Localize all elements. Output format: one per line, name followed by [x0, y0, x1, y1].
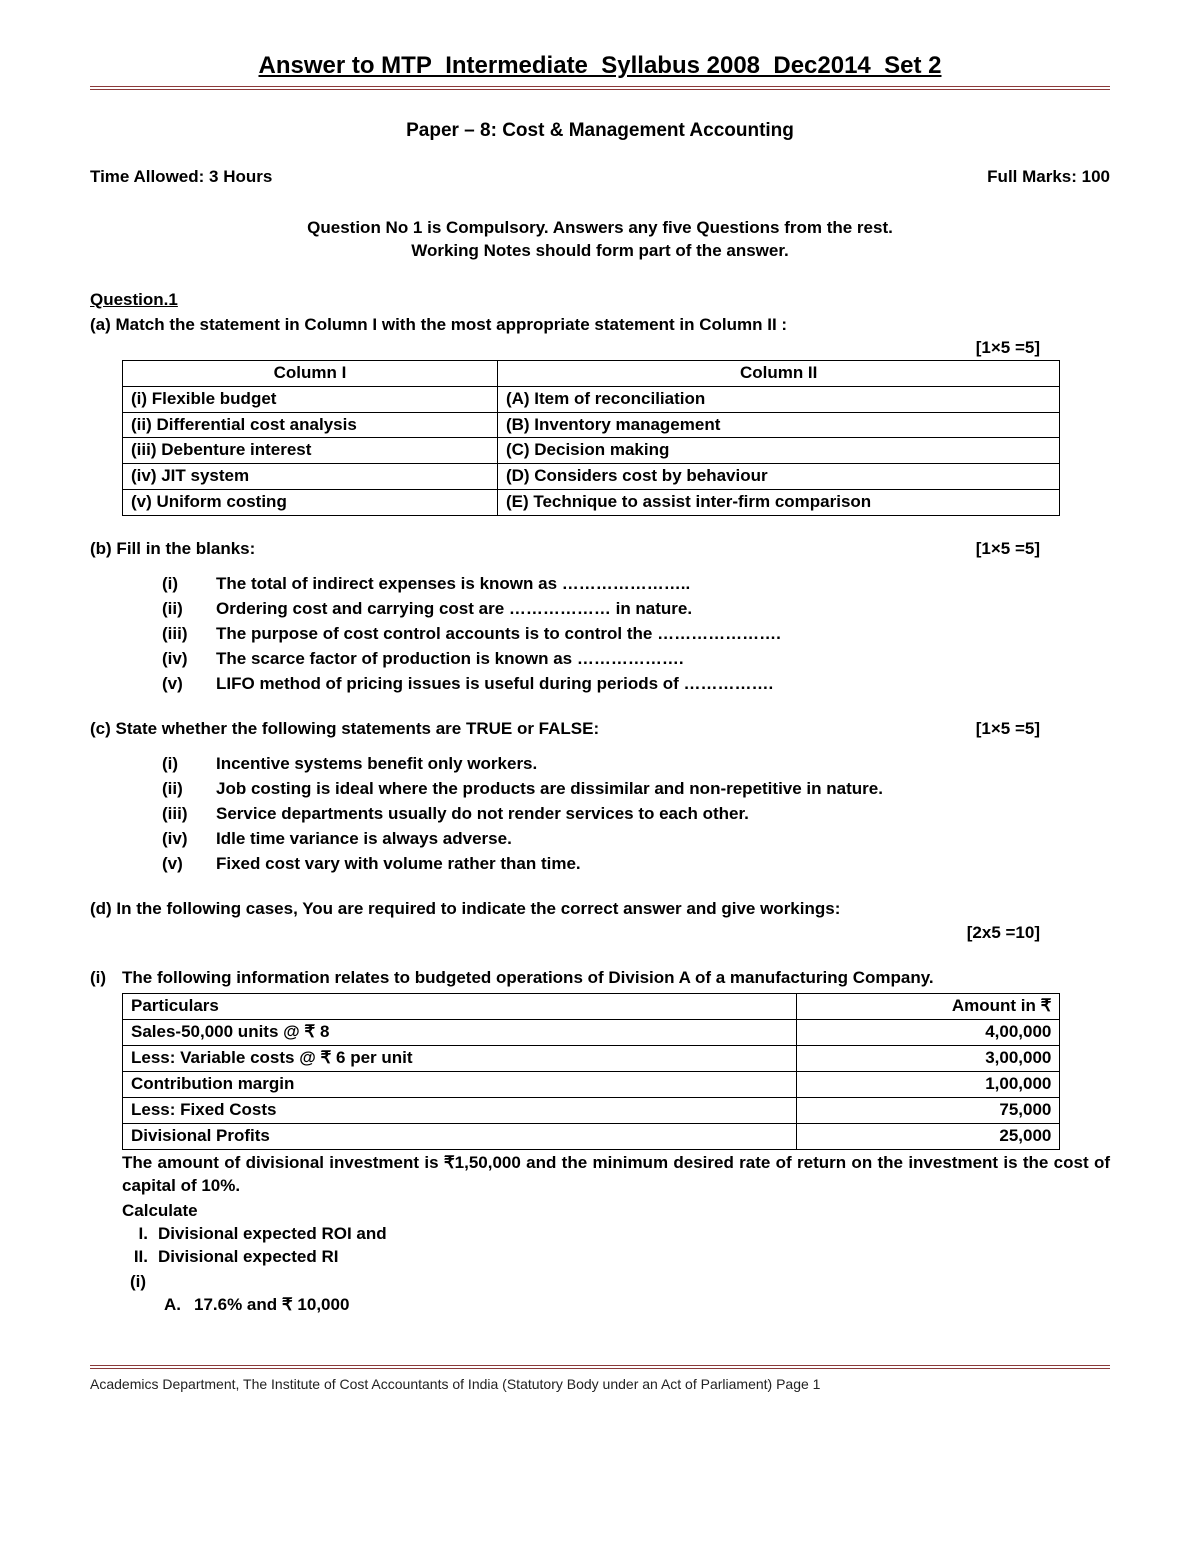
match-row: (iv) JIT system: [123, 464, 498, 490]
calc-num: I.: [122, 1223, 158, 1246]
fill-text: LIFO method of pricing issues is useful …: [216, 673, 773, 696]
tf-num: (iii): [162, 803, 216, 826]
part-b-text: (b) Fill in the blanks:: [90, 538, 255, 561]
fill-blanks-list: (i)The total of indirect expenses is kno…: [162, 573, 1110, 696]
fill-text: The scarce factor of production is known…: [216, 648, 684, 671]
page-header-title: Answer to MTP_Intermediate_Syllabus 2008…: [90, 50, 1110, 82]
page-footer: Academics Department, The Institute of C…: [90, 1375, 1110, 1394]
fin-cell: 3,00,000: [797, 1046, 1060, 1072]
tf-num: (ii): [162, 778, 216, 801]
tf-text: Service departments usually do not rende…: [216, 803, 749, 826]
match-row: (iii) Debenture interest: [123, 438, 498, 464]
time-allowed: Time Allowed: 3 Hours: [90, 166, 272, 189]
match-header-col1: Column I: [123, 360, 498, 386]
instruction-line-2: Working Notes should form part of the an…: [90, 240, 1110, 263]
fill-num: (iii): [162, 623, 216, 646]
match-row: (v) Uniform costing: [123, 490, 498, 516]
match-header-col2: Column II: [497, 360, 1059, 386]
fin-cell: 4,00,000: [797, 1020, 1060, 1046]
calculate-list: I.Divisional expected ROI and II.Divisio…: [122, 1223, 1110, 1269]
fin-cell: 75,000: [797, 1098, 1060, 1124]
tf-text: Idle time variance is always adverse.: [216, 828, 512, 851]
full-marks: Full Marks: 100: [987, 166, 1110, 189]
match-table: Column I Column II (i) Flexible budget(A…: [122, 360, 1060, 517]
fin-cell: Sales-50,000 units @ ₹ 8: [123, 1020, 797, 1046]
d-i-label: (i): [90, 967, 122, 990]
investment-note: The amount of divisional investment is ₹…: [122, 1152, 1110, 1198]
fill-num: (ii): [162, 598, 216, 621]
part-a-marks: [1×5 =5]: [90, 337, 1110, 360]
fill-text: The purpose of cost control accounts is …: [216, 623, 781, 646]
part-d-text: (d) In the following cases, You are requ…: [90, 898, 1110, 921]
match-row: (ii) Differential cost analysis: [123, 412, 498, 438]
match-row: (B) Inventory management: [497, 412, 1059, 438]
time-marks-row: Time Allowed: 3 Hours Full Marks: 100: [90, 166, 1110, 189]
true-false-list: (i)Incentive systems benefit only worker…: [162, 753, 1110, 876]
match-row: (A) Item of reconciliation: [497, 386, 1059, 412]
financial-table: Particulars Amount in ₹ Sales-50,000 uni…: [122, 993, 1060, 1150]
instructions: Question No 1 is Compulsory. Answers any…: [90, 217, 1110, 263]
fill-num: (i): [162, 573, 216, 596]
calc-text: Divisional expected RI: [158, 1246, 338, 1269]
paper-title: Paper – 8: Cost & Management Accounting: [90, 118, 1110, 144]
option-a-label: A.: [164, 1294, 194, 1317]
fin-cell: Contribution margin: [123, 1072, 797, 1098]
tf-text: Incentive systems benefit only workers.: [216, 753, 537, 776]
sub-i-label: (i): [130, 1271, 1110, 1294]
match-row: (E) Technique to assist inter-firm compa…: [497, 490, 1059, 516]
option-a-text: 17.6% and ₹ 10,000: [194, 1294, 349, 1317]
tf-text: Fixed cost vary with volume rather than …: [216, 853, 581, 876]
tf-num: (iv): [162, 828, 216, 851]
fill-num: (iv): [162, 648, 216, 671]
fill-text: Ordering cost and carrying cost are ……………: [216, 598, 692, 621]
tf-num: (i): [162, 753, 216, 776]
calculate-label: Calculate: [122, 1200, 1110, 1223]
match-row: (D) Considers cost by behaviour: [497, 464, 1059, 490]
fill-num: (v): [162, 673, 216, 696]
fin-cell: Less: Fixed Costs: [123, 1098, 797, 1124]
d-i-text: The following information relates to bud…: [122, 967, 1110, 990]
tf-num: (v): [162, 853, 216, 876]
fin-cell: Less: Variable costs @ ₹ 6 per unit: [123, 1046, 797, 1072]
fin-cell: Divisional Profits: [123, 1124, 797, 1150]
fin-cell: 1,00,000: [797, 1072, 1060, 1098]
fill-text: The total of indirect expenses is known …: [216, 573, 690, 596]
part-c-text: (c) State whether the following statemen…: [90, 718, 599, 741]
question-1-label: Question.1: [90, 289, 1110, 312]
part-d-marks: [2x5 =10]: [90, 922, 1110, 945]
match-row: (C) Decision making: [497, 438, 1059, 464]
calc-text: Divisional expected ROI and: [158, 1223, 387, 1246]
fin-header-particulars: Particulars: [123, 994, 797, 1020]
part-c-marks: [1×5 =5]: [976, 718, 1040, 741]
tf-text: Job costing is ideal where the products …: [216, 778, 883, 801]
match-row: (i) Flexible budget: [123, 386, 498, 412]
fin-header-amount: Amount in ₹: [797, 994, 1060, 1020]
footer-rule: [90, 1365, 1110, 1369]
part-a-text: (a) Match the statement in Column I with…: [90, 314, 1110, 337]
instruction-line-1: Question No 1 is Compulsory. Answers any…: [90, 217, 1110, 240]
part-b-marks: [1×5 =5]: [976, 538, 1040, 561]
header-rule: [90, 86, 1110, 90]
calc-num: II.: [122, 1246, 158, 1269]
fin-cell: 25,000: [797, 1124, 1060, 1150]
